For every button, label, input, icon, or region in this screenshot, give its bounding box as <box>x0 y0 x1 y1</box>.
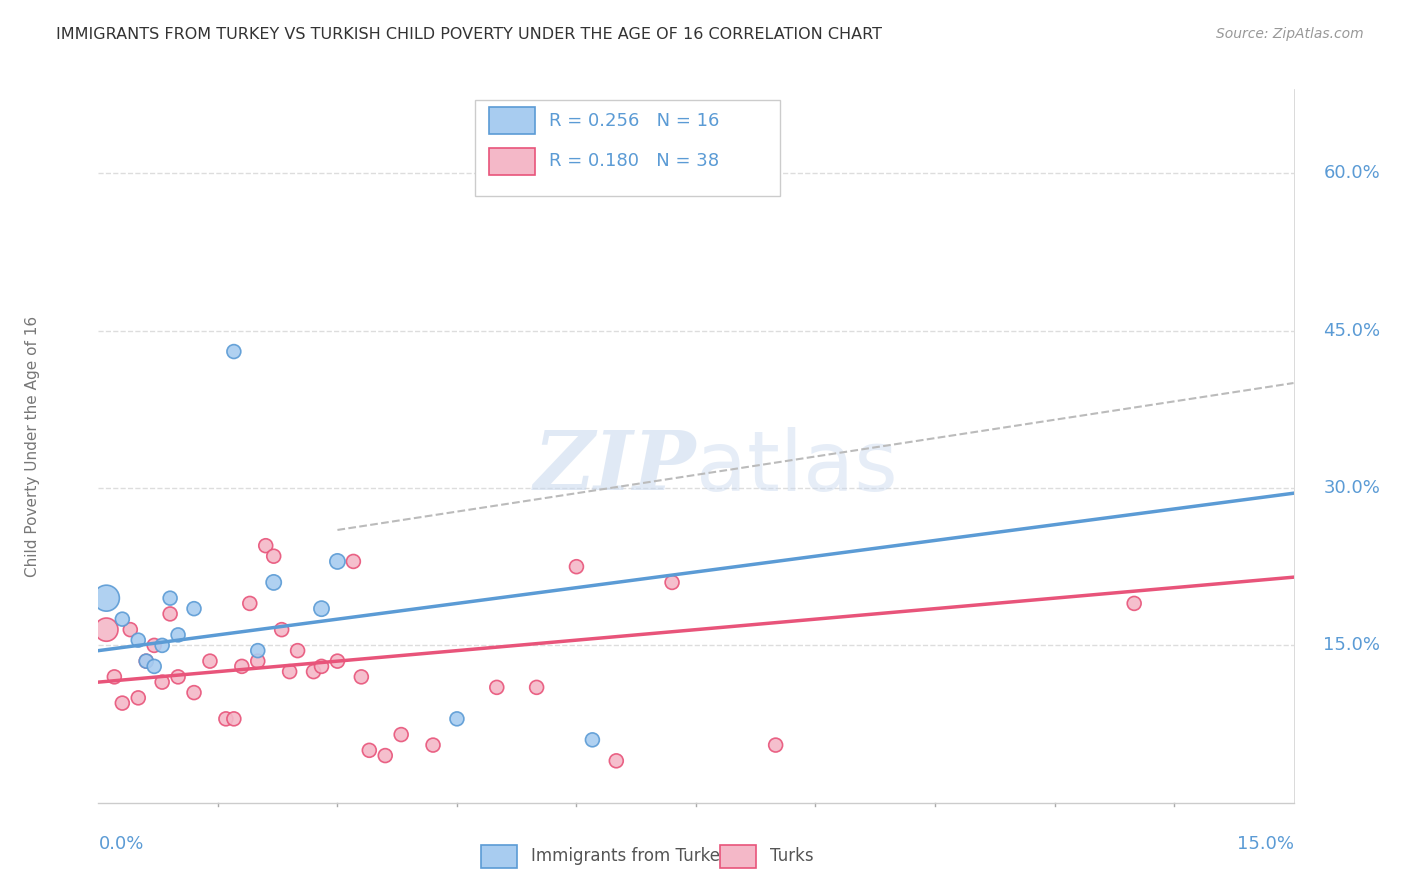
Point <box>183 685 205 699</box>
Text: 0.0%: 0.0% <box>98 835 143 853</box>
Point <box>143 639 166 653</box>
Text: R = 0.180   N = 38: R = 0.180 N = 38 <box>548 153 718 170</box>
Point <box>765 738 787 752</box>
Text: R = 0.256   N = 16: R = 0.256 N = 16 <box>548 112 720 129</box>
Point <box>183 601 205 615</box>
Text: Immigrants from Turkey: Immigrants from Turkey <box>531 847 730 865</box>
Point <box>359 743 381 757</box>
Point <box>120 623 142 637</box>
Text: Child Poverty Under the Age of 16: Child Poverty Under the Age of 16 <box>25 316 41 576</box>
Point <box>167 670 190 684</box>
Point <box>302 665 325 679</box>
Point <box>222 344 245 359</box>
Text: 45.0%: 45.0% <box>1323 321 1381 340</box>
Text: Turks: Turks <box>770 847 814 865</box>
Point <box>159 591 181 606</box>
Text: 60.0%: 60.0% <box>1323 164 1381 182</box>
Bar <box>720 845 756 868</box>
Point <box>111 696 134 710</box>
Bar <box>489 148 534 175</box>
Point <box>254 539 277 553</box>
Point <box>1123 596 1146 610</box>
Point <box>96 623 118 637</box>
Text: 15.0%: 15.0% <box>1323 636 1381 655</box>
Point <box>326 554 349 568</box>
Point <box>135 654 157 668</box>
Point <box>239 596 262 610</box>
Point <box>215 712 238 726</box>
Point <box>127 633 149 648</box>
Point <box>342 554 364 568</box>
Point <box>222 712 245 726</box>
Point <box>96 591 118 606</box>
Point <box>150 675 173 690</box>
Point <box>270 623 292 637</box>
Point <box>167 628 190 642</box>
Point <box>311 659 333 673</box>
Text: 30.0%: 30.0% <box>1323 479 1381 497</box>
Point <box>446 712 468 726</box>
Bar <box>475 100 779 196</box>
Point <box>278 665 301 679</box>
Text: 15.0%: 15.0% <box>1236 835 1294 853</box>
Point <box>150 639 173 653</box>
Point <box>311 601 333 615</box>
Point <box>135 654 157 668</box>
Text: Source: ZipAtlas.com: Source: ZipAtlas.com <box>1216 27 1364 41</box>
Text: atlas: atlas <box>696 427 897 508</box>
Point <box>159 607 181 621</box>
Point <box>263 549 285 564</box>
Point <box>111 612 134 626</box>
Point <box>422 738 444 752</box>
Point <box>231 659 253 673</box>
Point <box>526 681 548 695</box>
Text: ZIP: ZIP <box>533 427 696 508</box>
Point <box>374 748 396 763</box>
Bar <box>481 845 517 868</box>
Point <box>246 654 269 668</box>
Point <box>389 728 412 742</box>
Point <box>103 670 125 684</box>
Point <box>605 754 627 768</box>
Text: IMMIGRANTS FROM TURKEY VS TURKISH CHILD POVERTY UNDER THE AGE OF 16 CORRELATION : IMMIGRANTS FROM TURKEY VS TURKISH CHILD … <box>56 27 882 42</box>
Point <box>127 690 149 705</box>
Point <box>287 643 309 657</box>
Point <box>350 670 373 684</box>
Point <box>198 654 221 668</box>
Point <box>263 575 285 590</box>
Point <box>661 575 683 590</box>
Point <box>143 659 166 673</box>
Bar <box>489 107 534 134</box>
Point <box>581 732 603 747</box>
Point <box>326 654 349 668</box>
Point <box>246 643 269 657</box>
Point <box>565 559 588 574</box>
Point <box>485 681 508 695</box>
